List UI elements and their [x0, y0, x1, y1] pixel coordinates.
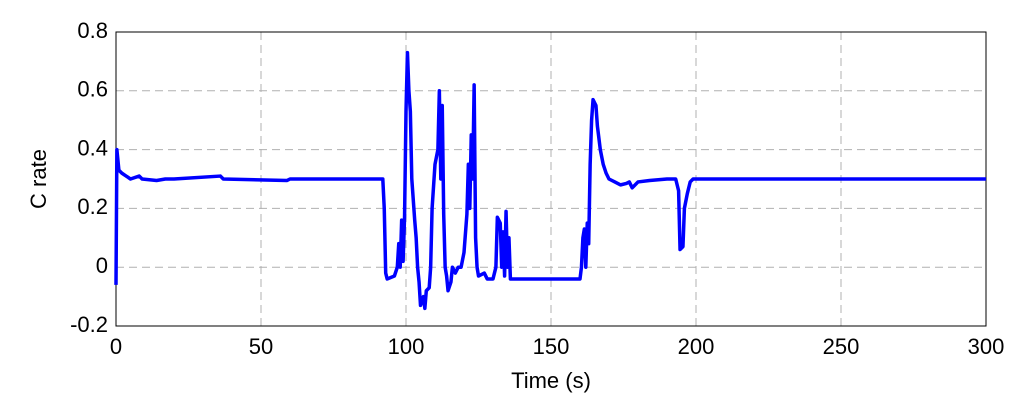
y-tick-label: 0 — [96, 253, 108, 278]
y-tick-label: 0.6 — [77, 77, 108, 102]
y-axis-label: C rate — [26, 149, 51, 209]
y-tick-label: 0.8 — [77, 18, 108, 43]
x-tick-label: 50 — [249, 334, 273, 359]
x-tick-label: 100 — [388, 334, 425, 359]
y-tick-label: 0.4 — [77, 135, 108, 160]
y-tick-label: 0.2 — [77, 194, 108, 219]
x-tick-label: 0 — [110, 334, 122, 359]
data-line — [114, 50, 986, 311]
y-tick-label: -0.2 — [70, 312, 108, 337]
x-axis-label: Time (s) — [511, 368, 591, 393]
x-tick-label: 150 — [533, 334, 570, 359]
x-tick-label: 250 — [823, 334, 860, 359]
x-tick-label: 300 — [968, 334, 1005, 359]
x-tick-label: 200 — [678, 334, 715, 359]
